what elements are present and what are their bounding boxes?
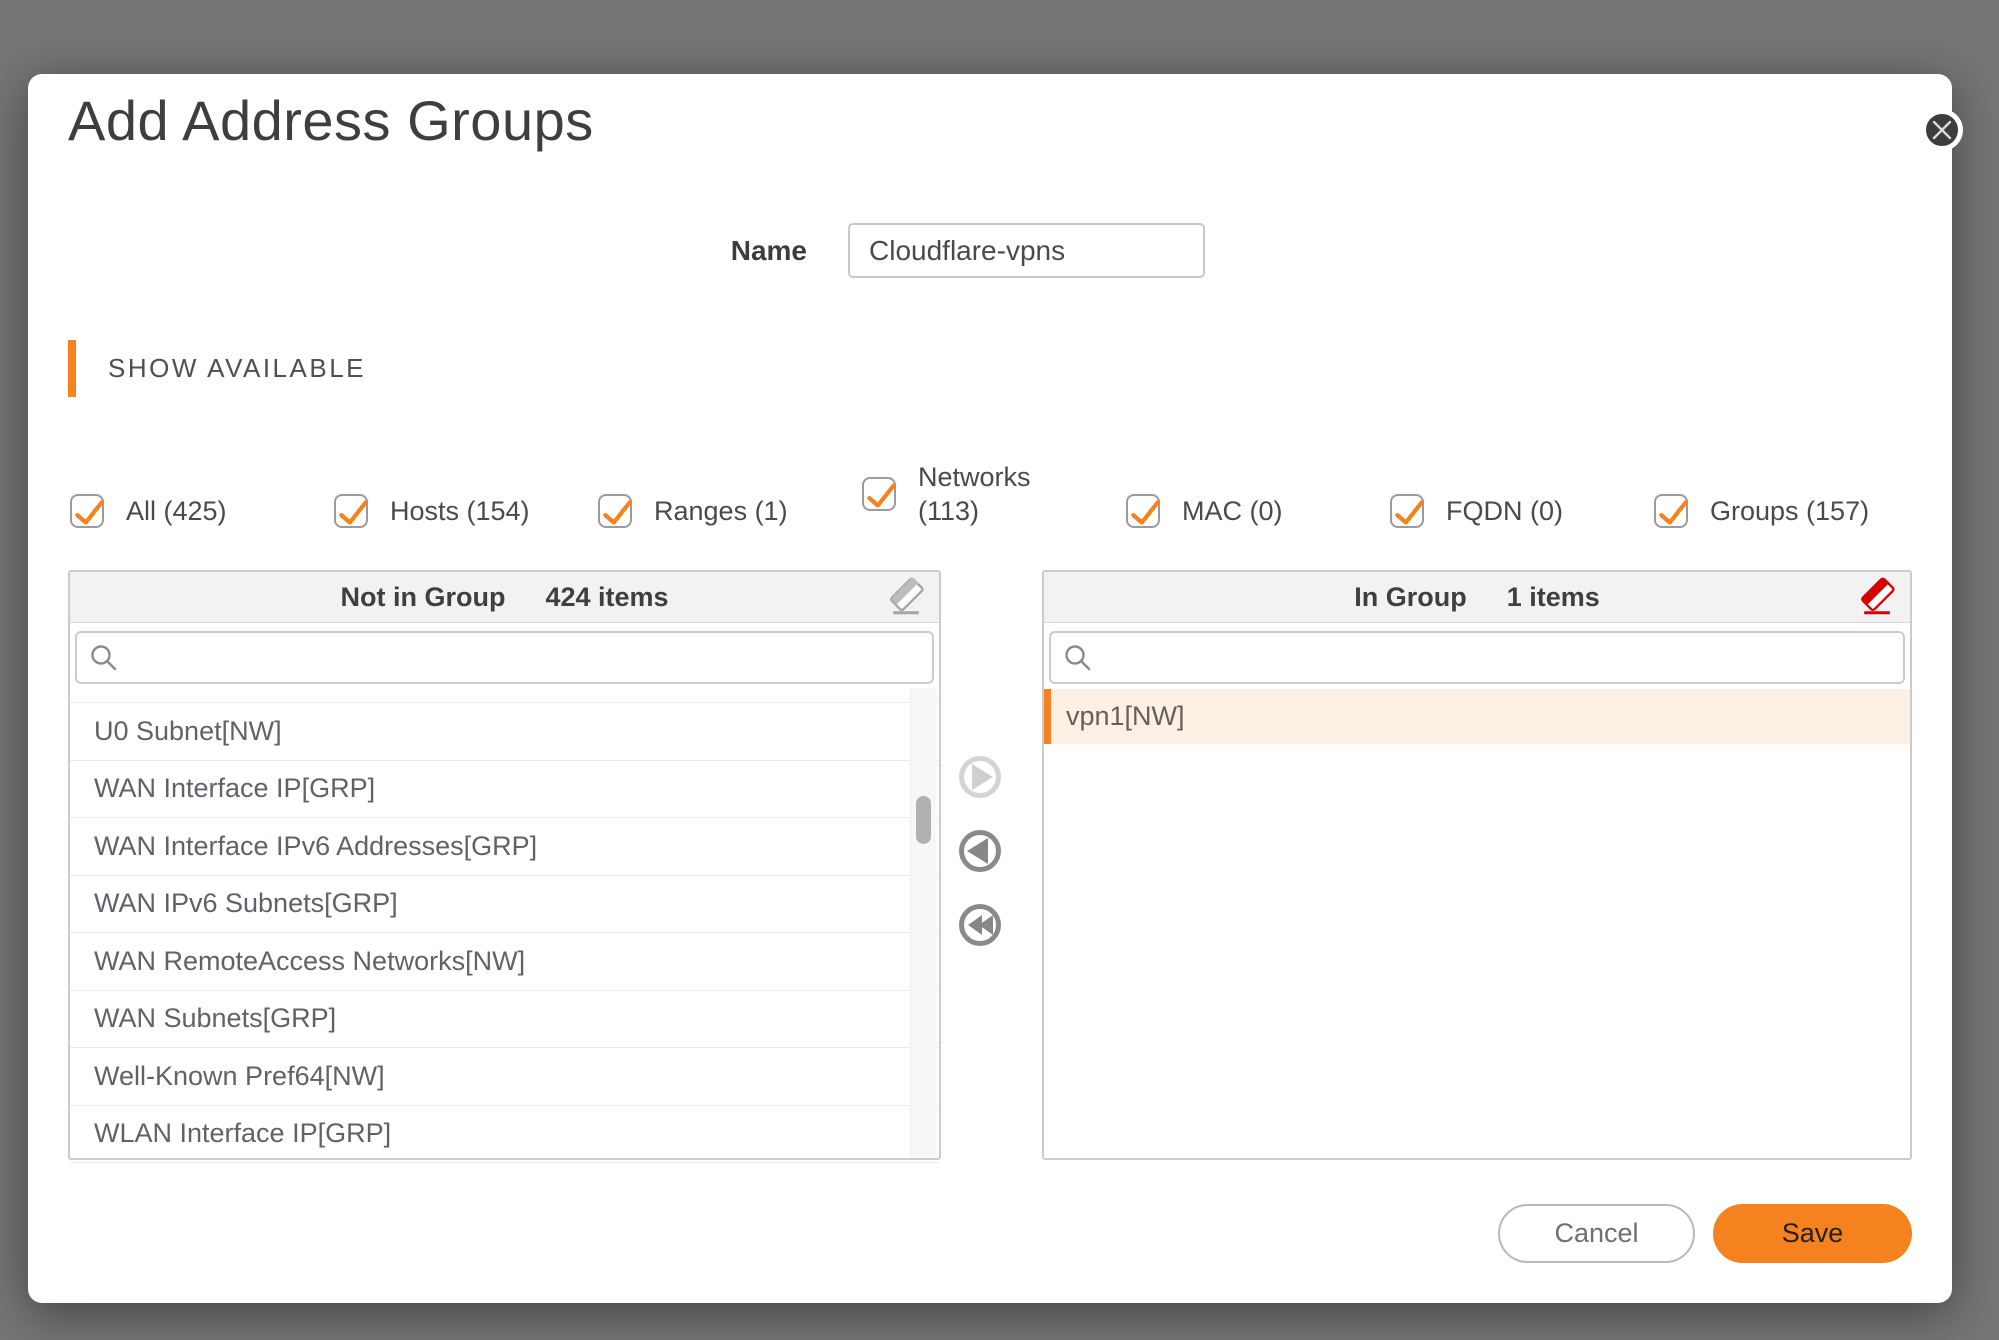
save-button[interactable]: Save — [1713, 1204, 1912, 1263]
in-group-panel: In Group 1 items — [1042, 570, 1912, 1160]
filter-checkbox-all[interactable] — [70, 494, 104, 528]
list-item[interactable]: Well-Known Pref64[NW] — [70, 1048, 939, 1106]
double-arrow-left-icon — [967, 915, 993, 935]
list-item[interactable]: WAN Subnets[GRP] — [70, 991, 939, 1048]
not-in-group-panel: Not in Group 424 items — [68, 570, 941, 1163]
name-label: Name — [730, 235, 807, 266]
filter-item-networks: Networks (113) — [862, 460, 1126, 528]
filter-checkbox-groups[interactable] — [1654, 494, 1688, 528]
search-icon — [1065, 644, 1091, 670]
scrollbar-thumb[interactable] — [916, 796, 931, 844]
check-icon — [867, 483, 896, 508]
check-icon — [1131, 500, 1160, 525]
check-icon — [603, 500, 632, 525]
close-icon — [1932, 120, 1952, 140]
not-in-group-title: Not in Group — [340, 581, 506, 612]
transfer-controls — [959, 756, 1001, 946]
search-icon — [91, 644, 117, 670]
filter-label-fqdn: FQDN (0) — [1446, 496, 1563, 526]
filter-label-groups: Groups (157) — [1710, 496, 1870, 526]
eraser-icon-red — [1861, 577, 1895, 615]
filter-item-mac: MAC (0) — [1126, 494, 1390, 528]
check-icon — [1659, 500, 1688, 525]
filter-item-fqdn: FQDN (0) — [1390, 494, 1654, 528]
list-item[interactable]: WAN Interface IP[GRP] — [70, 761, 939, 818]
dialog-title: Add Address Groups — [68, 89, 594, 152]
in-group-title: In Group — [1354, 581, 1467, 612]
not-in-group-search-input[interactable] — [129, 641, 920, 674]
filter-label-ranges: Ranges (1) — [654, 496, 788, 526]
in-group-count: 1 items — [1506, 581, 1600, 612]
close-button[interactable] — [1921, 109, 1963, 151]
filter-label-mac: MAC (0) — [1182, 496, 1283, 526]
move-all-left-button[interactable] — [959, 904, 1001, 946]
add-address-groups-dialog: Add Address Groups Name SHOW AVAILABLE A… — [28, 74, 1963, 1303]
filter-item-all: All (425) — [70, 494, 334, 528]
list-item[interactable]: WAN IPv6 Subnets[GRP] — [70, 876, 939, 933]
check-icon — [339, 500, 368, 525]
filter-checkbox-ranges[interactable] — [598, 494, 632, 528]
filter-label-all: All (425) — [126, 496, 227, 526]
show-available-section: SHOW AVAILABLE — [68, 340, 366, 397]
eraser-icon — [890, 577, 924, 615]
not-in-group-search-row — [70, 623, 939, 684]
filter-checkbox-fqdn[interactable] — [1390, 494, 1424, 528]
filter-checkbox-hosts[interactable] — [334, 494, 368, 528]
list-item[interactable]: WAN RemoteAccess Networks[NW] — [70, 933, 939, 991]
not-in-group-count: 424 items — [545, 581, 669, 612]
in-group-search-box — [1049, 631, 1905, 684]
name-input[interactable] — [848, 223, 1205, 278]
filter-item-ranges: Ranges (1) — [598, 494, 862, 528]
arrow-left-icon — [967, 838, 988, 864]
list-item[interactable]: U0 Subnet[NW] — [70, 703, 939, 761]
filter-checkbox-networks[interactable] — [862, 477, 896, 511]
in-group-search-input[interactable] — [1103, 641, 1891, 674]
list-scrollbar[interactable] — [910, 688, 937, 1157]
section-accent-bar — [68, 340, 76, 397]
check-icon — [75, 500, 104, 525]
move-left-button[interactable] — [959, 830, 1001, 872]
check-icon — [1395, 500, 1424, 525]
list-item[interactable]: WAN Interface IPv6 Addresses[GRP] — [70, 818, 939, 876]
list-item[interactable]: WLAN Interface IP[GRP] — [70, 1106, 939, 1163]
remove-all-button[interactable] — [1856, 576, 1898, 618]
arrow-right-icon — [972, 764, 993, 790]
filter-label-networks: Networks (113) — [918, 462, 1031, 526]
dialog-footer: Cancel Save — [1498, 1204, 1912, 1263]
list-item-partial — [70, 689, 939, 703]
filter-item-groups: Groups (157) — [1654, 494, 1918, 528]
type-filters: All (425) Hosts (154) Ranges (1) Networks (… — [70, 462, 1932, 528]
selected-list-item[interactable]: vpn1[NW] — [1044, 689, 1910, 744]
in-group-list: vpn1[NW] — [1044, 689, 1910, 744]
filter-item-hosts: Hosts (154) — [334, 494, 598, 528]
clear-selection-button[interactable] — [885, 576, 927, 618]
filter-checkbox-mac[interactable] — [1126, 494, 1160, 528]
section-heading: SHOW AVAILABLE — [108, 353, 367, 383]
in-group-search-row — [1044, 623, 1910, 684]
not-in-group-list: U0 Subnet[NW] WAN Interface IP[GRP] WAN In… — [70, 689, 939, 1163]
filter-label-hosts: Hosts (154) — [390, 496, 530, 526]
not-in-group-search-box — [75, 631, 934, 684]
not-in-group-header: Not in Group 424 items — [70, 572, 939, 623]
cancel-button[interactable]: Cancel — [1498, 1204, 1695, 1263]
move-right-button[interactable] — [959, 756, 1001, 798]
in-group-header: In Group 1 items — [1044, 572, 1910, 623]
